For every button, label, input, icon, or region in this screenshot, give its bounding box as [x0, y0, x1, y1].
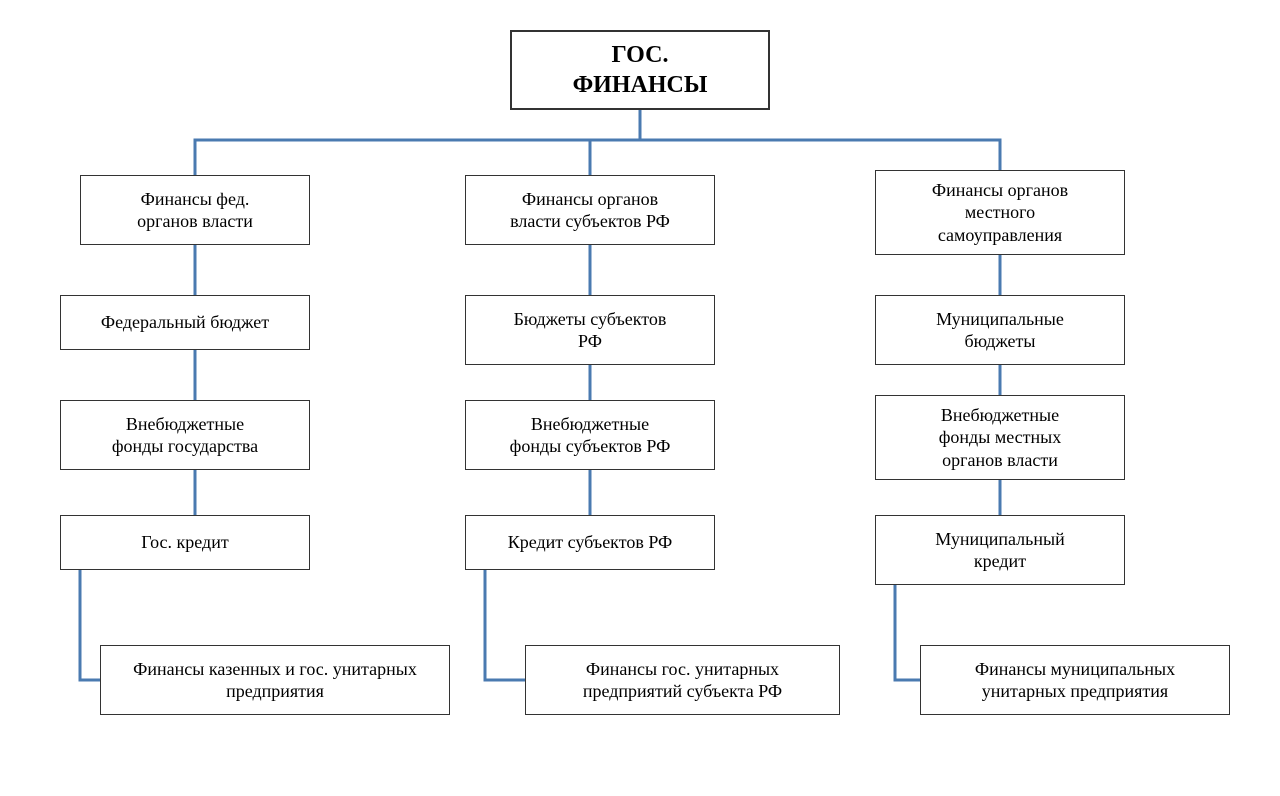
node-label: Внебюджетные фонды государства — [112, 413, 258, 458]
node-c2_0: Финансы органов власти субъектов РФ — [465, 175, 715, 245]
node-label: Гос. кредит — [141, 531, 228, 554]
node-c1_1: Федеральный бюджет — [60, 295, 310, 350]
node-label: Федеральный бюджет — [101, 311, 269, 334]
node-label: Муниципальный кредит — [935, 528, 1064, 573]
node-c2_2: Внебюджетные фонды субъектов РФ — [465, 400, 715, 470]
node-label: Финансы муниципальных унитарных предприя… — [975, 658, 1175, 703]
node-label: Внебюджетные фонды местных органов власт… — [939, 404, 1061, 472]
node-label: Внебюджетные фонды субъектов РФ — [510, 413, 671, 458]
node-label: Финансы гос. унитарных предприятий субъе… — [583, 658, 782, 703]
node-c3_2: Внебюджетные фонды местных органов власт… — [875, 395, 1125, 480]
node-root: ГОС. ФИНАНСЫ — [510, 30, 770, 110]
node-label: Финансы органов власти субъектов РФ — [510, 188, 670, 233]
node-c1_0: Финансы фед. органов власти — [80, 175, 310, 245]
node-label: Финансы органов местного самоуправления — [932, 179, 1068, 247]
node-c1_4: Финансы казенных и гос. унитарных предпр… — [100, 645, 450, 715]
node-c3_0: Финансы органов местного самоуправления — [875, 170, 1125, 255]
node-label: Муниципальные бюджеты — [936, 308, 1064, 353]
node-c3_1: Муниципальные бюджеты — [875, 295, 1125, 365]
node-label: Кредит субъектов РФ — [508, 531, 673, 554]
node-c1_3: Гос. кредит — [60, 515, 310, 570]
node-c1_2: Внебюджетные фонды государства — [60, 400, 310, 470]
node-label: ГОС. ФИНАНСЫ — [573, 40, 708, 100]
node-c2_3: Кредит субъектов РФ — [465, 515, 715, 570]
node-label: Финансы казенных и гос. унитарных предпр… — [133, 658, 417, 703]
node-c3_3: Муниципальный кредит — [875, 515, 1125, 585]
node-c2_4: Финансы гос. унитарных предприятий субъе… — [525, 645, 840, 715]
node-c2_1: Бюджеты субъектов РФ — [465, 295, 715, 365]
node-c3_4: Финансы муниципальных унитарных предприя… — [920, 645, 1230, 715]
node-label: Бюджеты субъектов РФ — [514, 308, 667, 353]
diagram-stage: ГОС. ФИНАНСЫ Финансы фед. органов власти Ф… — [0, 0, 1280, 796]
node-label: Финансы фед. органов власти — [137, 188, 253, 233]
